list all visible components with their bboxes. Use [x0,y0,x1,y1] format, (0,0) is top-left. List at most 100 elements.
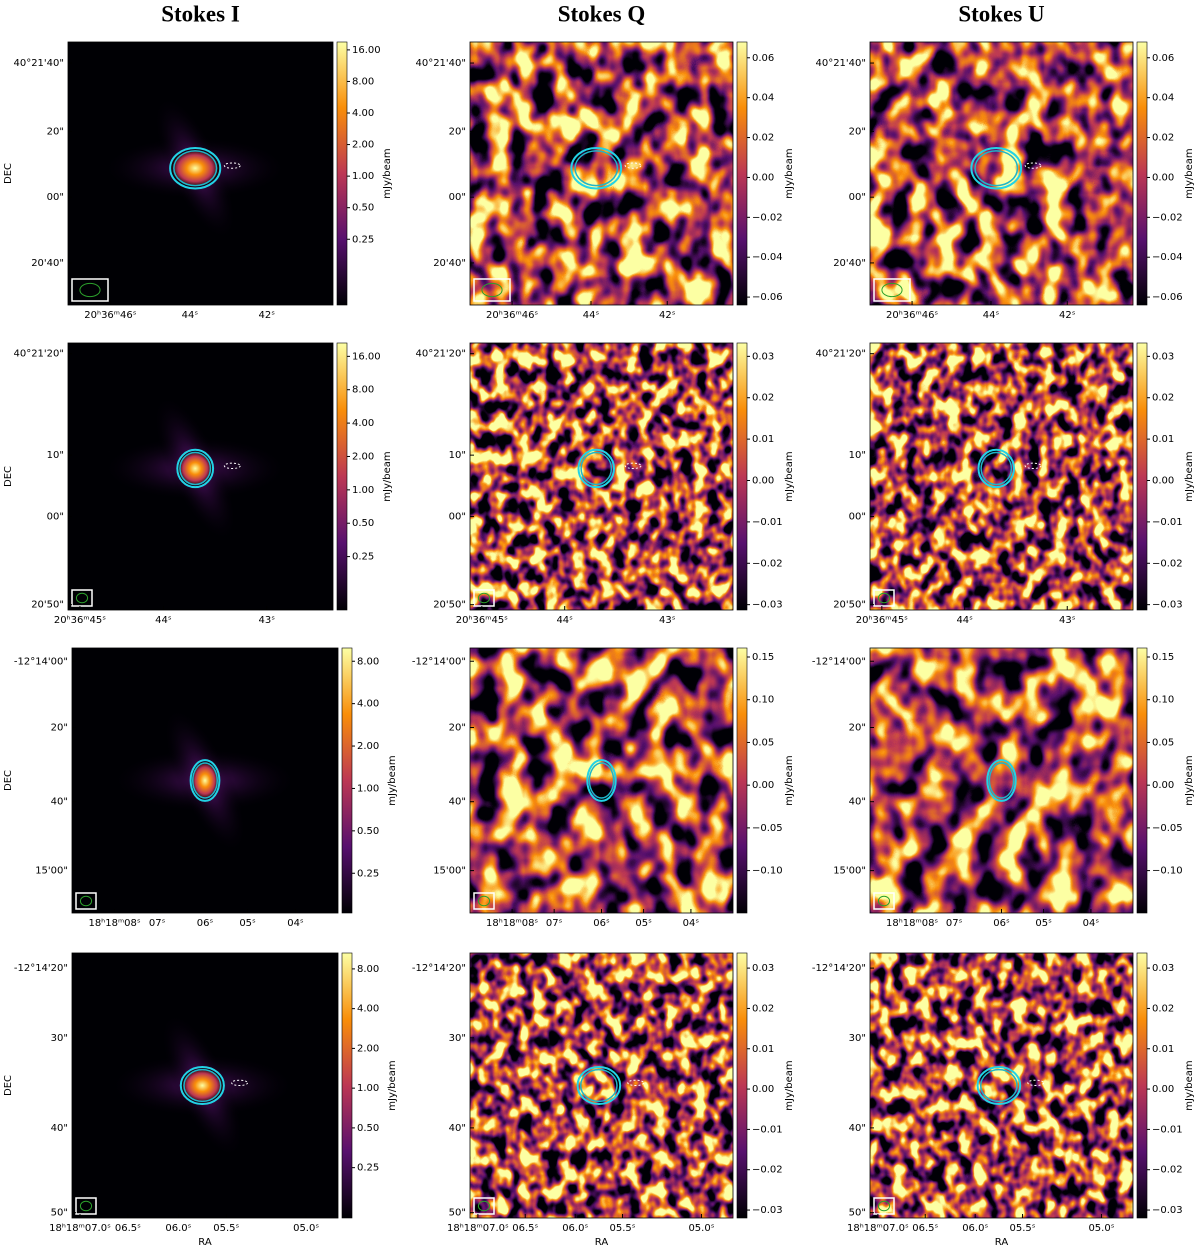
y-tick-label: 40" [449,797,466,808]
colorbar-tick-label: 0.03 [752,963,774,974]
column-title: Stokes Q [558,1,646,26]
axes-frame [469,342,734,611]
colorbar-label: mJy/beam [1184,755,1195,805]
colorbar-tick-label: 1.00 [352,171,374,182]
colorbar-tick-label: 0.00 [752,1084,774,1095]
beam-box [473,1197,495,1215]
colorbar-tick-label: −0.02 [1152,558,1183,569]
axes-frame [869,41,1134,306]
y-tick-label: 00" [47,512,64,523]
y-tick-label: 20" [449,126,466,137]
colorbar-tick-label: −0.01 [1152,517,1183,528]
column-title: Stokes I [161,1,240,26]
y-tick-label: 20" [849,723,866,734]
colorbar-tick-label: 0.00 [1152,172,1174,183]
colorbar-tick-label: 4.00 [352,108,374,119]
contour [986,759,1017,802]
colorbar [1136,342,1148,611]
negative-contour [624,162,642,169]
colorbar-tick-label: 0.25 [352,234,374,245]
y-tick-label: 00" [449,192,466,203]
colorbar-tick-label: −0.03 [1152,1205,1183,1216]
colorbar-label: mJy/beam [784,451,795,501]
x-tick-label: 06.0ˢ [165,1223,191,1234]
colorbar-tick-label: 0.15 [752,652,774,663]
contour [979,1068,1018,1103]
y-tick-label: 40°21'20" [415,349,466,360]
x-tick-label: 05.0ˢ [1088,1223,1114,1234]
colorbar-label: mJy/beam [387,1060,398,1110]
beam-box [71,589,93,607]
colorbar-tick-label: 0.01 [1152,1044,1174,1055]
colorbar-tick-label: 8.00 [357,964,379,975]
axes-frame [469,41,734,306]
colorbar [336,342,348,611]
y-tick-label: 15'00" [433,866,466,877]
noise-image [470,953,733,1218]
beam [79,895,93,907]
y-tick-label: 10" [849,450,866,461]
colorbar [1136,41,1148,306]
colorbar-tick-label: −0.03 [752,1205,783,1216]
colorbar-label: mJy/beam [784,755,795,805]
negative-contour [1024,462,1042,469]
negative-contour [223,162,241,169]
contour [173,150,218,187]
contour [179,1065,225,1106]
x-tick-label: 43ˢ [259,615,276,626]
x-tick-label: 06.0ˢ [562,1223,588,1234]
x-tick-label: 04ˢ [287,918,304,929]
axes-frame [67,41,334,306]
beam [477,895,491,907]
beam [877,592,891,604]
colorbar-tick-label: 0.50 [352,518,374,529]
colorbar-tick-label: 0.25 [357,1163,379,1174]
colorbar-tick-label: 2.00 [357,741,379,752]
contour [574,150,619,187]
y-tick-label: 40" [849,1123,866,1134]
x-tick-label: 06ˢ [993,918,1010,929]
y-tick-label: 00" [47,192,64,203]
axes-frame [469,952,734,1219]
y-tick-label: 40" [849,797,866,808]
colorbar-tick-label: 0.01 [1152,434,1174,445]
colorbar-tick-label: −0.02 [752,1165,783,1176]
x-tick-label: 07ˢ [149,918,166,929]
x-tick-label: 42ˢ [659,310,676,321]
colorbar [336,41,348,306]
y-tick-label: 30" [849,1033,866,1044]
x-axis-label: RA [198,1237,212,1248]
beam-box [473,278,511,302]
x-axis-label: RA [995,1237,1009,1248]
x-tick-label: 06.5ˢ [512,1223,538,1234]
colorbar [1136,952,1148,1219]
colorbar-tick-label: 8.00 [357,656,379,667]
contour [980,451,1013,486]
axes-frame [71,952,339,1219]
colorbar-label: mJy/beam [1184,451,1195,501]
colorbar-tick-label: 0.02 [1152,393,1174,404]
y-tick-label: 30" [51,1033,68,1044]
colorbar-tick-label: −0.01 [1152,1124,1183,1135]
beam [877,1200,891,1212]
contour [588,762,615,799]
colorbar-tick-label: 0.02 [1152,1003,1174,1014]
y-tick-label: 20" [449,723,466,734]
beam [75,592,89,604]
x-tick-label: 06.5ˢ [115,1223,141,1234]
beam-box [75,892,97,910]
colorbar-tick-label: −0.02 [752,558,783,569]
x-tick-label: 18ʰ18ᵐ08ˢ [88,918,140,929]
beam-box [75,1197,97,1215]
x-tick-label: 44ˢ [956,615,973,626]
negative-contour [624,462,642,469]
colorbar [736,41,748,306]
y-tick-label: 10" [449,450,466,461]
colorbar-label: mJy/beam [784,148,795,198]
colorbar-tick-label: −0.03 [1152,600,1183,611]
colorbar-tick-label: 0.03 [752,351,774,362]
noise-image [470,42,733,305]
y-tick-label: 20'40" [433,258,466,269]
colorbar-label: mJy/beam [387,755,398,805]
